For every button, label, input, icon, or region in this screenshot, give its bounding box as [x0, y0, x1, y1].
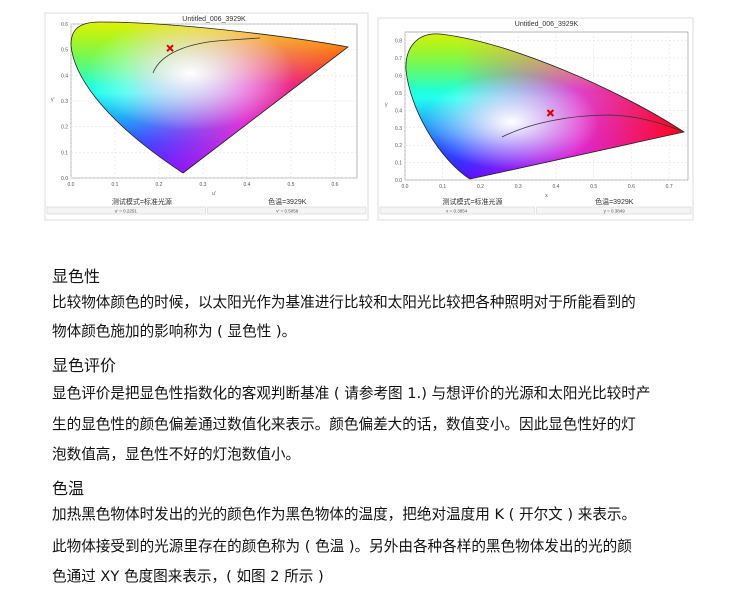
figure-1-uv-chromaticity: Untitled_006_3929K 0.0 0.1 0.2 0.3 0.4 0.5 0.6 0… [44, 12, 694, 221]
coord-1-value: x = 0.3854 [446, 209, 468, 214]
coord-cell [46, 206, 206, 215]
coord-2-value: v' = 0.5059 [276, 209, 298, 214]
x-tick-label: 0.2 [477, 184, 484, 190]
y-tick-label: 0.0 [395, 178, 402, 184]
chart-title: Untitled_006_3929K [182, 16, 246, 23]
measured-point-marker [166, 44, 174, 52]
color-temperature-label: 色温=3929K [595, 197, 634, 206]
y-tick-label: 0.2 [61, 125, 68, 131]
x-tick-label: 0.0 [402, 184, 409, 190]
y-tick-label: 0.5 [395, 91, 402, 97]
y-tick-label: 0.5 [61, 48, 68, 54]
coord-cell [207, 206, 367, 215]
planckian-locus [501, 114, 685, 138]
y-tick-label: 0.4 [395, 108, 402, 114]
y-axis-label: y [385, 102, 388, 108]
spectral-locus [405, 33, 686, 180]
paragraph-line: 此物体接受到的光源里存在的颜色称为 ( 色温 )。另外由各种各样的黑色物体发出的… [52, 538, 632, 555]
coord-cell [379, 206, 535, 215]
x-tick-label: 0.6 [628, 184, 635, 190]
y-tick-label: 0.2 [395, 143, 402, 149]
x-tick-label: 0.5 [288, 182, 295, 188]
x-tick-label: 0.3 [200, 182, 207, 188]
y-tick-label: 0.1 [61, 150, 68, 156]
y-tick-label: 0.7 [395, 56, 402, 62]
y-tick-label: 0.3 [395, 126, 402, 132]
x-tick-label: 0.1 [112, 182, 119, 188]
x-tick-label: 0.2 [156, 182, 163, 188]
measured-point-marker [546, 109, 555, 117]
section-heading: 显色性 [52, 267, 101, 286]
paragraph-line: 物体颜色施加的影响称为 ( 显色性 )。 [52, 323, 297, 340]
paragraph-line: 泡数值高，显色性不好的灯泡数值小。 [52, 446, 301, 463]
x-tick-label: 0.4 [244, 182, 251, 188]
section-heading: 显色评价 [52, 356, 117, 375]
paragraph-line: 色通过 XY 色度图来表示，( 如图 2 所示 ) [52, 568, 324, 585]
x-tick-label: 0.7 [666, 184, 673, 190]
color-temperature-label: 色温=3929K [268, 197, 307, 206]
x-tick-label: 0.6 [332, 182, 339, 188]
y-tick-label: 0.0 [61, 176, 68, 182]
test-mode-label: 测试模式=标准光源 [112, 197, 172, 206]
test-mode-label: 测试模式=标准光源 [442, 197, 502, 206]
x-axis-label: x [545, 193, 548, 199]
y-axis-label: v' [51, 97, 55, 103]
paragraph-line: 加热黑色物体时发出的光的颜色作为黑色物体的温度，把绝对温度用 K ( 开尔文 )… [52, 506, 637, 523]
y-tick-label: 0.4 [61, 73, 68, 79]
y-tick-label: 0.6 [61, 22, 68, 28]
x-tick-label: 0.0 [68, 182, 75, 188]
x-tick-label: 0.3 [515, 184, 522, 190]
coord-2-value: y = 0.3849 [604, 209, 626, 214]
paragraph-line: 生的显色性的颜色偏差通过数值化来表示。颜色偏差大的话，数值变小。因此显色性好的灯 [52, 416, 636, 433]
y-tick-label: 0.6 [395, 74, 402, 80]
paragraph-line: 显色评价是把显色性指数化的客观判断基准 ( 请参考图 1.) 与想评价的光源和太… [52, 385, 651, 402]
y-tick-label: 0.3 [61, 99, 68, 105]
x-tick-label: 0.1 [439, 184, 446, 190]
coord-cell [536, 206, 692, 215]
spectral-locus [70, 21, 349, 174]
planckian-locus [152, 37, 261, 74]
chart-title: Untitled_006_3929K [515, 21, 579, 28]
y-tick-label: 0.1 [395, 161, 402, 167]
x-axis-label: u' [212, 191, 216, 197]
section-heading: 色温 [52, 479, 85, 498]
x-tick-label: 0.4 [552, 184, 559, 190]
paragraph-line: 比较物体颜色的时候，以太阳光作为基准进行比较和太阳光比较把各种照明对于所能看到的 [52, 294, 636, 311]
coord-1-value: u' = 0.2251 [115, 209, 138, 214]
y-tick-label: 0.8 [395, 39, 402, 45]
x-tick-label: 0.5 [590, 184, 597, 190]
